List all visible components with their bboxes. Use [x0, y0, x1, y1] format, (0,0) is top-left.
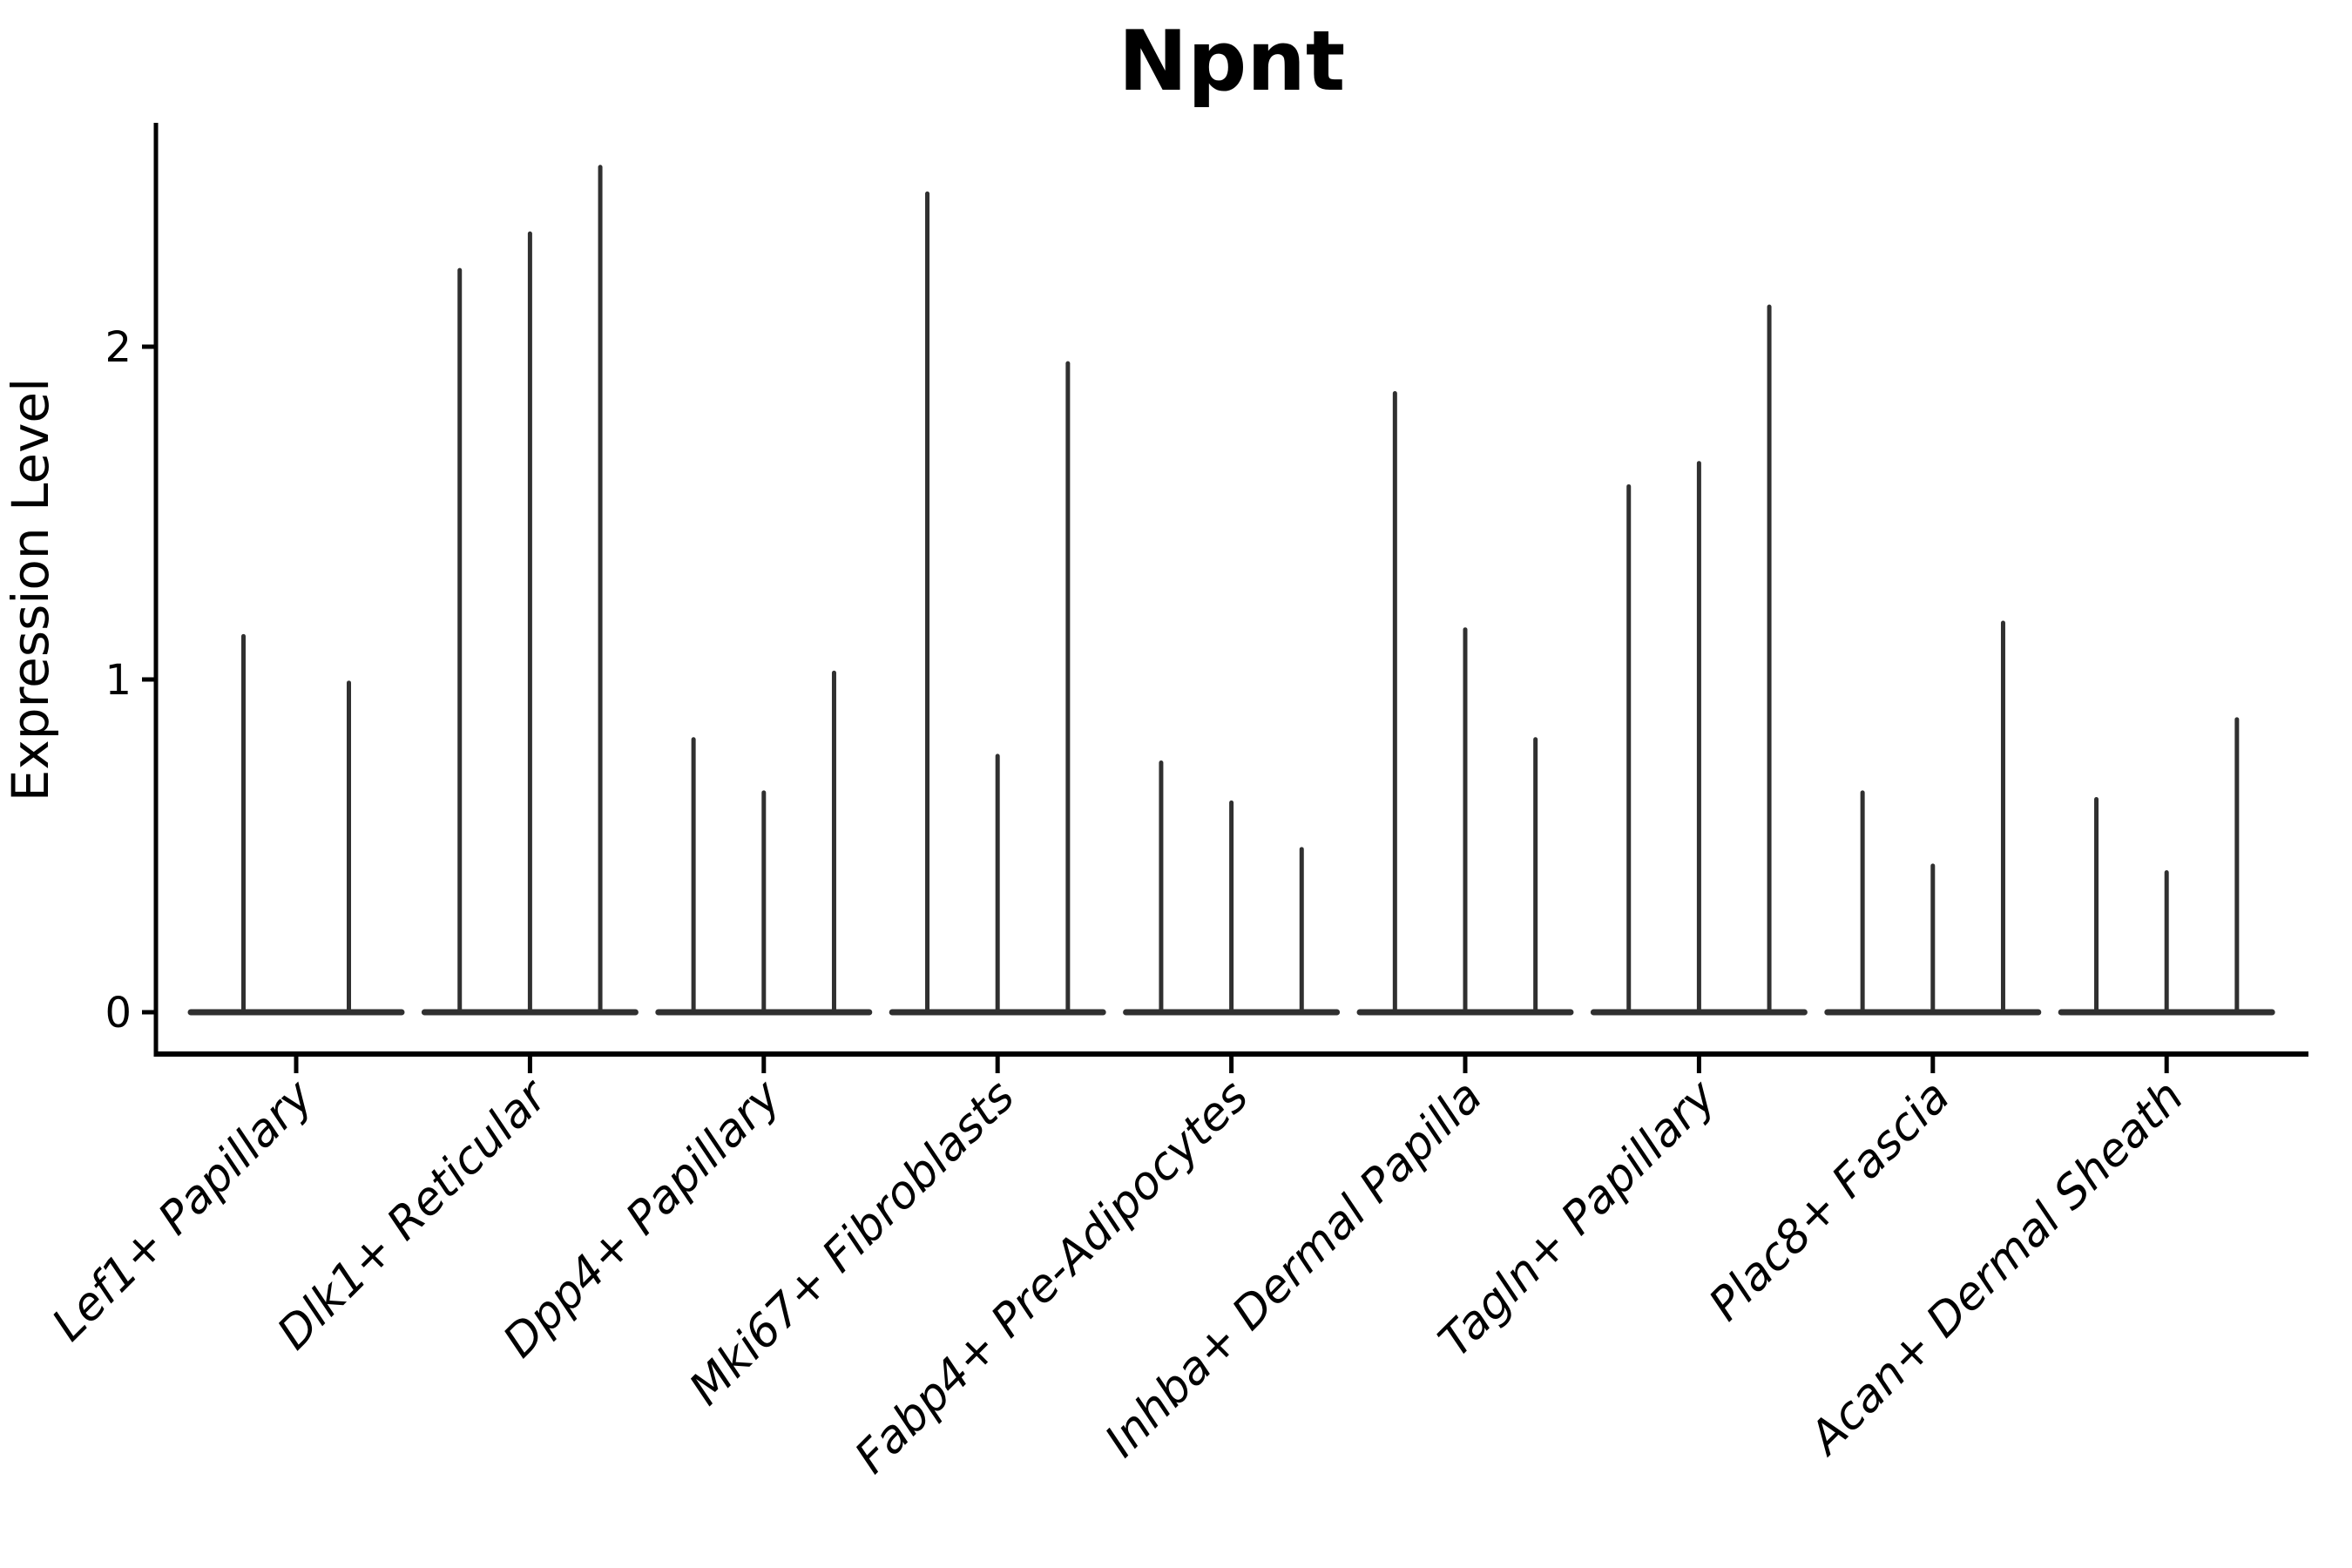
x-tick-label: Plac8+ Fascia	[1700, 1071, 1960, 1331]
y-tick-label: 0	[105, 989, 132, 1037]
x-tick-label: Inhba+ Dermal Papilla	[1095, 1071, 1492, 1468]
x-tick-label: Acan+ Dermal Sheath	[1798, 1071, 2193, 1466]
y-tick-label: 1	[105, 656, 132, 705]
y-tick-label: 2	[105, 323, 132, 372]
chart-title: Npnt	[1119, 14, 1346, 110]
y-axis-label: Expression Level	[1, 378, 60, 801]
x-tick-label: Fabp4+ Pre-Adipocytes	[845, 1071, 1259, 1484]
